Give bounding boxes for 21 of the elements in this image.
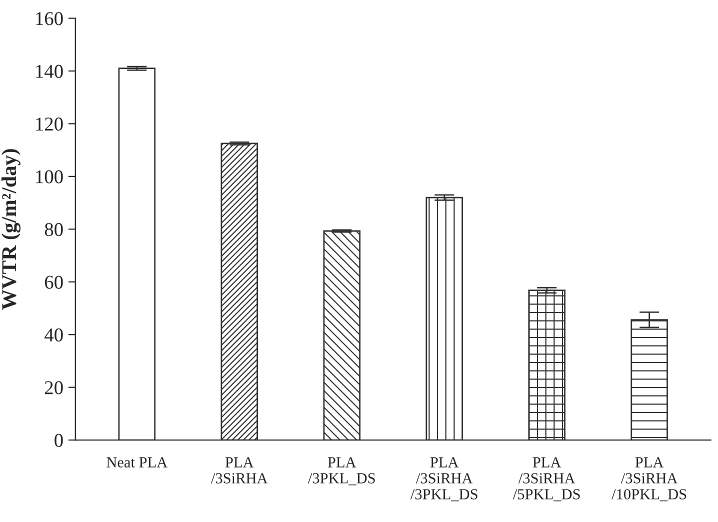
y-tick-label: 60 [44, 276, 63, 289]
y-tick-label: 160 [36, 12, 63, 26]
y-tick-label: 0 [54, 434, 63, 447]
x-tick-label: PLA /3SiRHA /10PKL_DS [612, 457, 686, 502]
bar [118, 68, 156, 440]
x-tick-label: PLA /3SiRHA /5PKL_DS [512, 457, 580, 502]
y-tick-label: 120 [36, 118, 63, 131]
bar [220, 142, 258, 440]
y-tick-label: 40 [44, 328, 63, 342]
bar [323, 230, 360, 440]
x-tick-label: PLA /3SiRHA [210, 457, 268, 484]
y-tick-label: 140 [36, 64, 63, 78]
y-axis-title: WVTR (g/m²/day) [1, 149, 21, 310]
x-tick-label: Neat PLA [106, 457, 168, 468]
x-tick-label: PLA /3PKL_DS [308, 457, 375, 486]
y-tick-label: 80 [44, 222, 63, 236]
x-tick-label: PLA /3SiRHA /3PKL_DS [410, 457, 478, 502]
y-tick-label: 100 [36, 170, 63, 184]
y-tick-label: 20 [44, 381, 63, 394]
bar [528, 290, 566, 440]
bar [426, 196, 463, 440]
